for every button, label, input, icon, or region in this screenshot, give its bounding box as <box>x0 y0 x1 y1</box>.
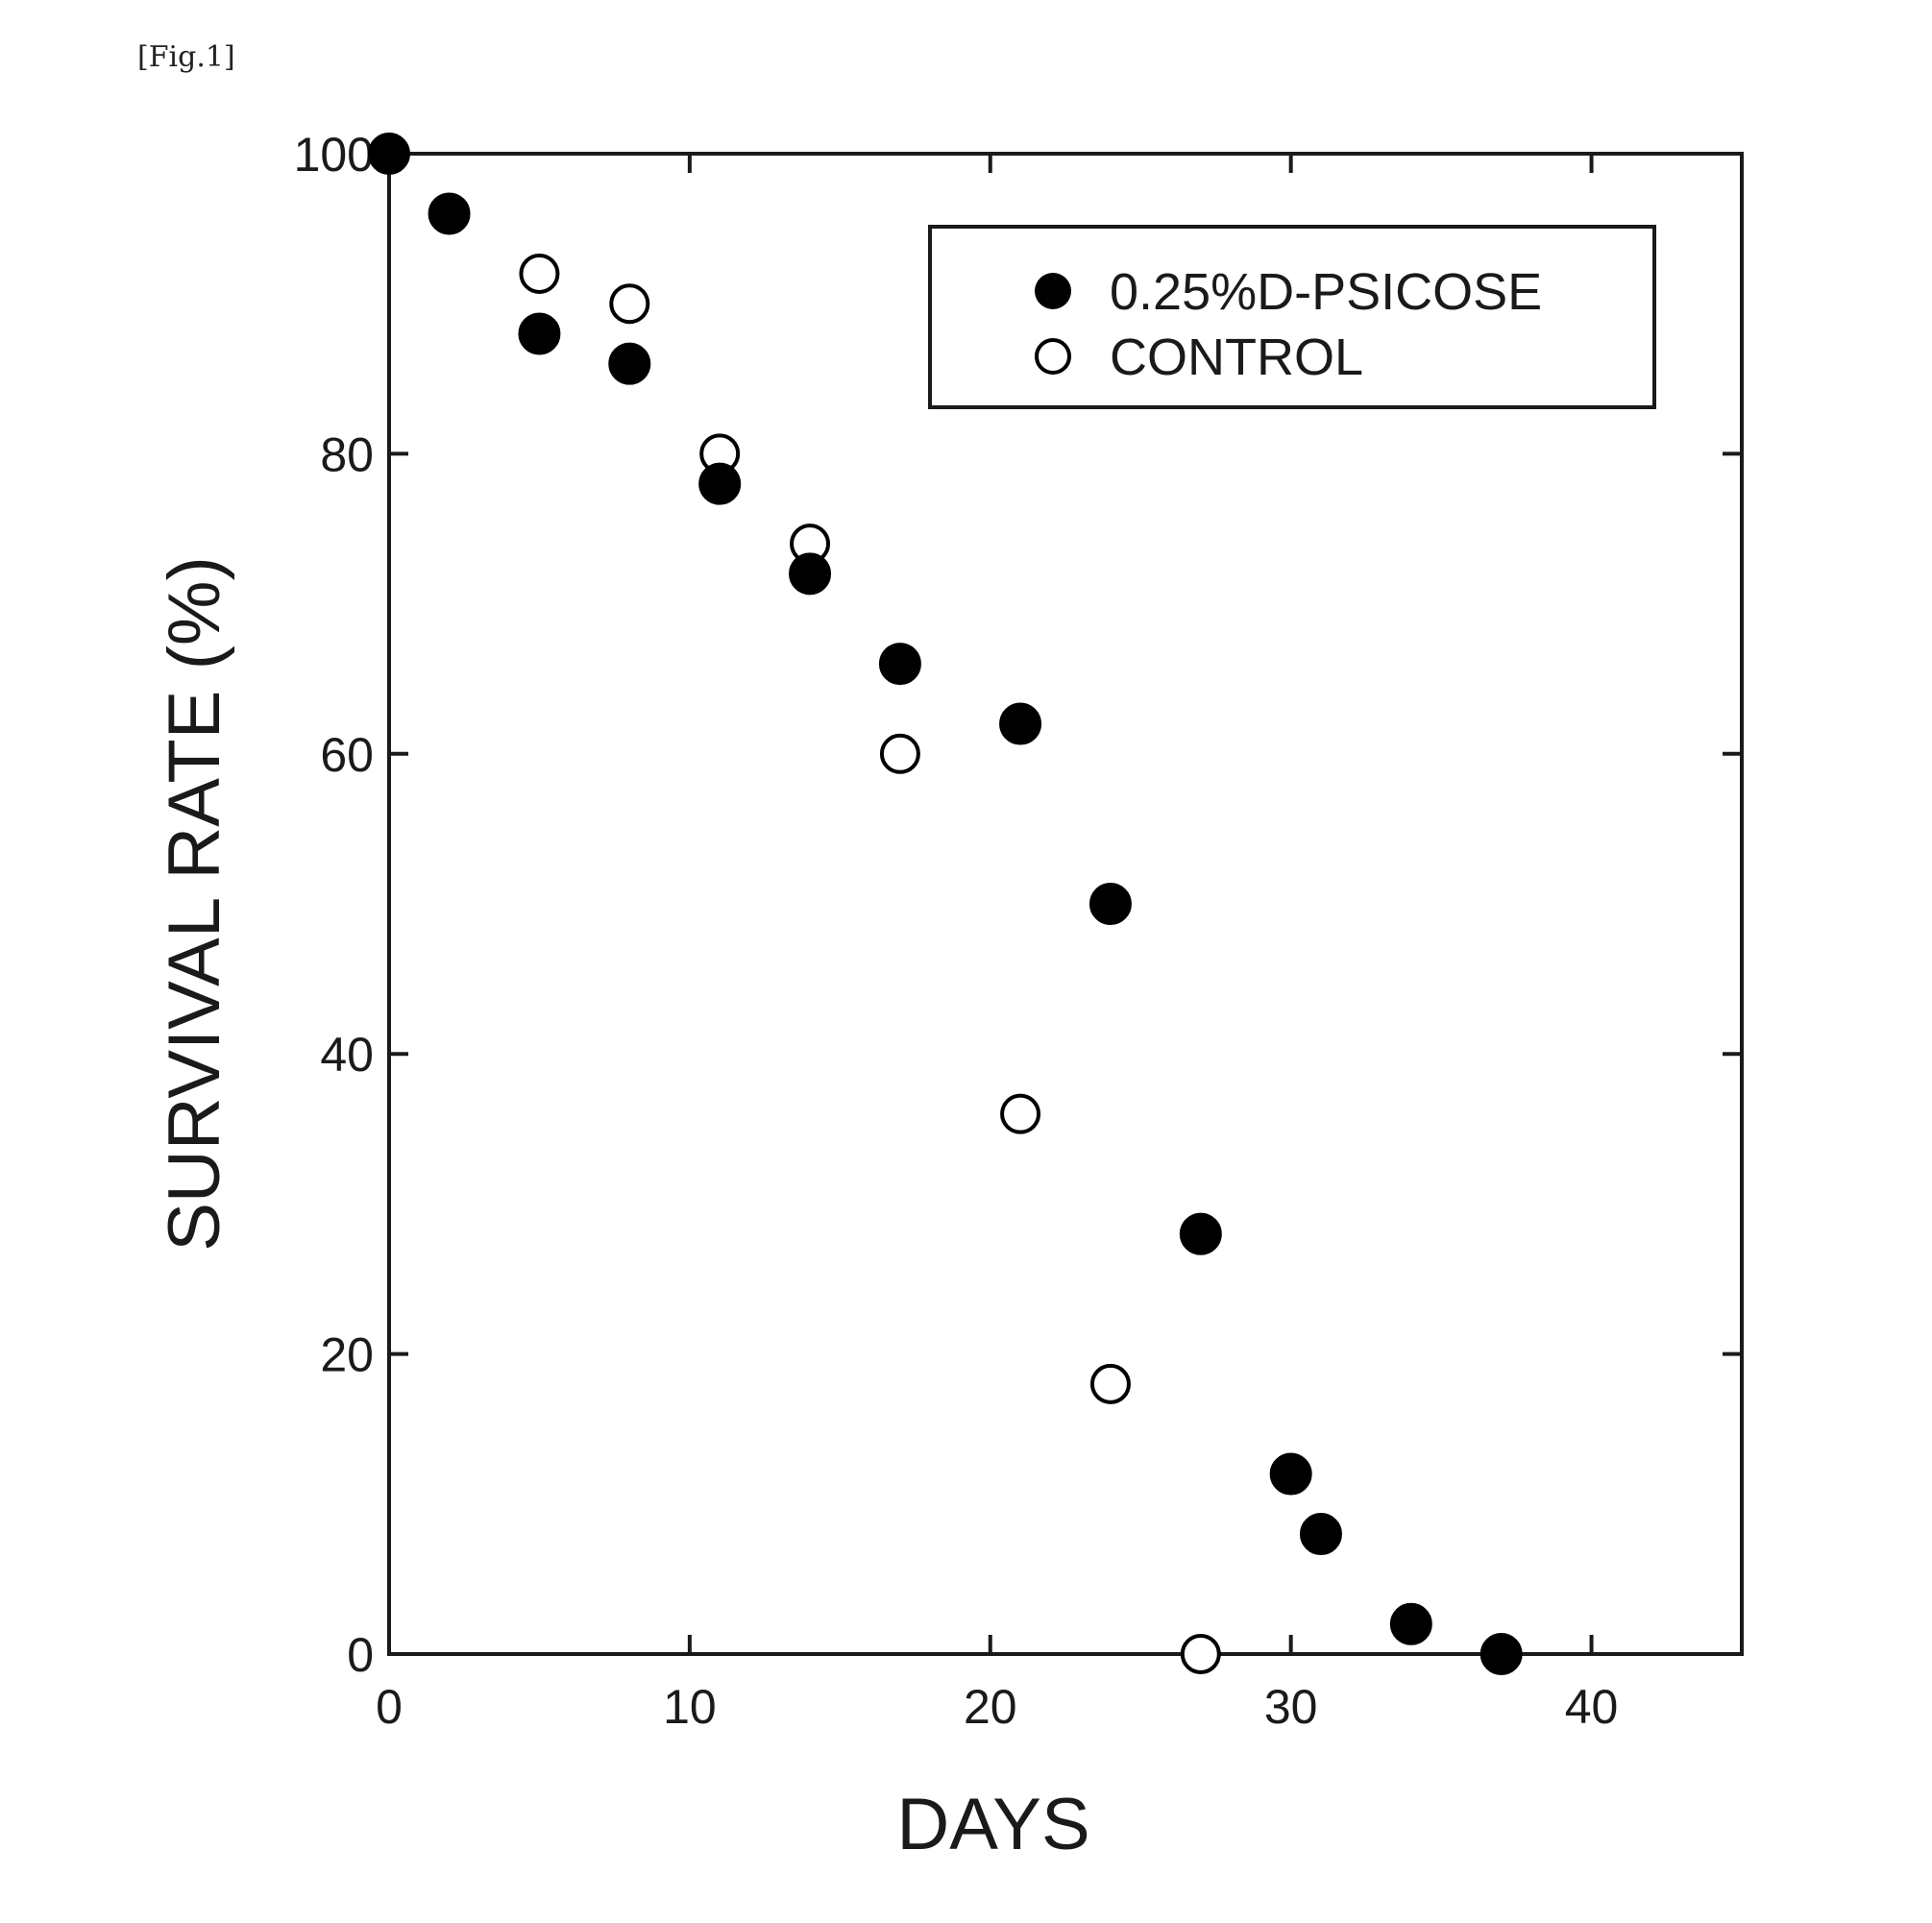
x-tick-labels: 0 10 20 30 40 <box>376 1680 1618 1734</box>
legend-marker-psicose <box>1035 273 1071 309</box>
legend: 0.25%D-PSICOSE CONTROL <box>930 227 1654 407</box>
data-point-psicose <box>1090 884 1131 924</box>
data-point-control <box>521 256 557 292</box>
data-point-control <box>1092 1366 1129 1402</box>
data-point-psicose <box>1481 1634 1522 1674</box>
x-tick-label: 0 <box>376 1680 403 1734</box>
x-tick-label: 20 <box>964 1680 1017 1734</box>
data-point-psicose <box>790 553 830 594</box>
y-tick-label: 40 <box>320 1028 374 1082</box>
y-tick-label: 80 <box>320 427 374 481</box>
data-point-psicose <box>1271 1454 1311 1495</box>
data-point-psicose <box>880 644 920 684</box>
legend-marker-control <box>1037 340 1069 373</box>
data-point-psicose <box>609 344 649 384</box>
x-tick-label: 40 <box>1565 1680 1619 1734</box>
x-tick-label: 10 <box>663 1680 717 1734</box>
x-axis-label: DAYS <box>896 1784 1089 1865</box>
y-axis-label: SURVIVAL RATE (%) <box>154 556 235 1252</box>
legend-label-control: CONTROL <box>1110 329 1363 386</box>
y-tick-label: 100 <box>294 128 374 182</box>
data-point-psicose <box>699 464 740 504</box>
data-point-psicose <box>429 193 470 233</box>
data-point-psicose <box>519 313 559 353</box>
data-point-control <box>882 736 918 772</box>
data-point-psicose <box>369 134 409 174</box>
data-point-psicose <box>1301 1514 1341 1554</box>
data-point-psicose <box>1181 1214 1221 1254</box>
data-point-control <box>1002 1096 1039 1132</box>
data-point-control <box>611 285 648 322</box>
data-point-control <box>1183 1636 1219 1672</box>
y-tick-label: 60 <box>320 728 374 782</box>
data-point-psicose <box>1391 1604 1431 1644</box>
x-tick-label: 30 <box>1264 1680 1318 1734</box>
y-tick-label: 0 <box>347 1628 374 1682</box>
data-point-psicose <box>1000 704 1040 744</box>
y-tick-label: 20 <box>320 1328 374 1382</box>
legend-label-psicose: 0.25%D-PSICOSE <box>1110 263 1542 321</box>
y-tick-labels: 0 20 40 60 80 100 <box>294 128 374 1682</box>
